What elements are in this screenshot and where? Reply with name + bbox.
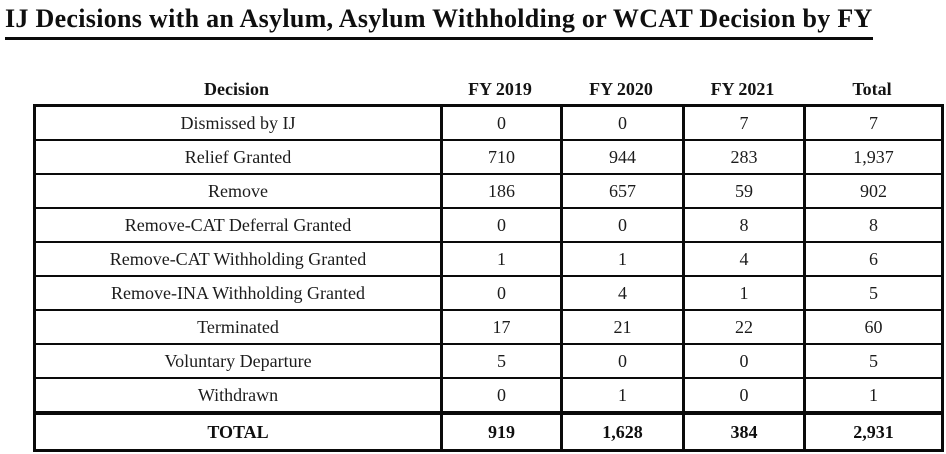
cell-fy2019: 0 — [440, 207, 563, 243]
cell-fy2020: 657 — [560, 173, 685, 209]
cell-fy2021: 4 — [682, 241, 806, 277]
cell-fy2019: 17 — [440, 309, 563, 345]
cell-fy2020: 0 — [560, 104, 685, 141]
cell-fy2019: 710 — [440, 139, 563, 175]
column-header-total: Total — [852, 79, 892, 99]
table-row: Voluntary Departure 5 0 0 5 — [33, 343, 944, 379]
table-column-headers: Decision FY 2019 FY 2020 FY 2021 Total — [33, 79, 941, 100]
table-row: Terminated 17 21 22 60 — [33, 309, 944, 345]
row-label: Remove-CAT Deferral Granted — [33, 207, 443, 243]
column-header-fy2019: FY 2019 — [468, 79, 532, 99]
row-label: Voluntary Departure — [33, 343, 443, 379]
cell-fy2020: 1 — [560, 241, 685, 277]
cell-fy2021: 0 — [682, 343, 806, 379]
cell-fy2021: 0 — [682, 377, 806, 414]
cell-fy2020: 4 — [560, 275, 685, 311]
cell-fy2021: 22 — [682, 309, 806, 345]
total-row: TOTAL 919 1,628 384 2,931 — [33, 411, 944, 452]
cell-fy2019: 0 — [440, 377, 563, 414]
cell-fy2021: 8 — [682, 207, 806, 243]
cell-fy2019: 0 — [440, 275, 563, 311]
cell-fy2020: 21 — [560, 309, 685, 345]
total-cell-fy2021: 384 — [682, 411, 806, 452]
cell-total: 8 — [803, 207, 944, 243]
row-label: Remove-INA Withholding Granted — [33, 275, 443, 311]
cell-fy2019: 186 — [440, 173, 563, 209]
table-row: Dismissed by IJ 0 0 7 7 — [33, 104, 944, 141]
table-row: Remove-CAT Withholding Granted 1 1 4 6 — [33, 241, 944, 277]
cell-total: 6 — [803, 241, 944, 277]
table-row: Withdrawn 0 1 0 1 — [33, 377, 944, 414]
cell-fy2019: 0 — [440, 104, 563, 141]
cell-fy2020: 1 — [560, 377, 685, 414]
cell-fy2019: 1 — [440, 241, 563, 277]
row-label: Withdrawn — [33, 377, 443, 414]
cell-fy2021: 7 — [682, 104, 806, 141]
column-header-fy2020: FY 2020 — [589, 79, 653, 99]
cell-total: 60 — [803, 309, 944, 345]
total-cell-total: 2,931 — [803, 411, 944, 452]
cell-total: 1 — [803, 377, 944, 414]
table-row: Remove 186 657 59 902 — [33, 173, 944, 209]
column-header-decision: Decision — [204, 79, 269, 99]
column-header-fy2021: FY 2021 — [710, 79, 775, 99]
cell-fy2021: 59 — [682, 173, 806, 209]
row-label: Dismissed by IJ — [33, 104, 443, 141]
table-row: Remove-INA Withholding Granted 0 4 1 5 — [33, 275, 944, 311]
row-label: Remove — [33, 173, 443, 209]
cell-total: 7 — [803, 104, 944, 141]
cell-total: 1,937 — [803, 139, 944, 175]
table-row: Remove-CAT Deferral Granted 0 0 8 8 — [33, 207, 944, 243]
page-title: IJ Decisions with an Asylum, Asylum With… — [5, 4, 873, 40]
cell-fy2020: 0 — [560, 207, 685, 243]
row-label: Remove-CAT Withholding Granted — [33, 241, 443, 277]
cell-fy2019: 5 — [440, 343, 563, 379]
cell-total: 5 — [803, 343, 944, 379]
table-row: Relief Granted 710 944 283 1,937 — [33, 139, 944, 175]
decision-table: Dismissed by IJ 0 0 7 7 Relief Granted 7… — [33, 104, 944, 452]
row-label: Terminated — [33, 309, 443, 345]
cell-fy2021: 1 — [682, 275, 806, 311]
row-label: Relief Granted — [33, 139, 443, 175]
cell-fy2020: 944 — [560, 139, 685, 175]
cell-fy2020: 0 — [560, 343, 685, 379]
cell-fy2021: 283 — [682, 139, 806, 175]
total-row-label: TOTAL — [33, 411, 443, 452]
total-cell-fy2020: 1,628 — [560, 411, 685, 452]
total-cell-fy2019: 919 — [440, 411, 563, 452]
cell-total: 902 — [803, 173, 944, 209]
cell-total: 5 — [803, 275, 944, 311]
